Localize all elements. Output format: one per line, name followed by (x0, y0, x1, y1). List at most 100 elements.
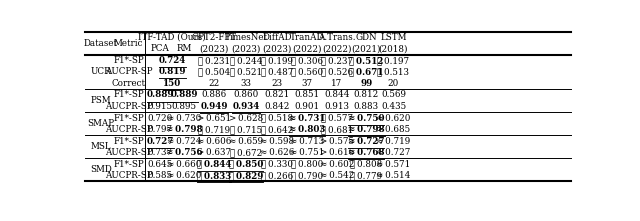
Text: LSTM: LSTM (380, 33, 407, 42)
Text: ≫ 0.244: ≫ 0.244 (230, 56, 262, 65)
Text: ≈ 0.730: ≈ 0.730 (167, 114, 202, 122)
Text: ITF-TAD (Ours): ITF-TAD (Ours) (138, 33, 206, 42)
Text: GDN: GDN (355, 33, 377, 42)
Text: ≈ 0.731: ≈ 0.731 (289, 114, 325, 122)
Text: ≫ 0.521: ≫ 0.521 (230, 67, 262, 76)
Text: A.Trans.: A.Trans. (318, 33, 356, 42)
Text: Metric: Metric (114, 39, 143, 48)
Text: 0.645: 0.645 (148, 160, 173, 169)
Text: ≪ 0.808: ≪ 0.808 (350, 160, 382, 169)
Text: ≈ 0.626: ≈ 0.626 (260, 148, 294, 157)
Text: 0.851: 0.851 (294, 90, 320, 99)
Text: > 0.685: > 0.685 (376, 125, 410, 134)
Text: ≈ 0.724: ≈ 0.724 (167, 137, 202, 146)
Text: ≈ 0.514: ≈ 0.514 (376, 171, 411, 180)
Text: 0.883: 0.883 (354, 102, 379, 111)
Text: ≫ 0.197: ≫ 0.197 (378, 56, 410, 65)
Text: 0.737: 0.737 (148, 148, 173, 157)
Text: > 0.575: > 0.575 (320, 137, 354, 146)
Text: > 0.651: > 0.651 (197, 114, 231, 122)
Text: ≫ 0.237: ≫ 0.237 (321, 56, 353, 65)
Text: ≈ 0.798: ≈ 0.798 (348, 125, 385, 134)
Text: AUCPR-SP: AUCPR-SP (105, 102, 152, 111)
Text: 0.915: 0.915 (148, 102, 173, 111)
Text: F1*-SP: F1*-SP (113, 137, 144, 146)
Text: 20: 20 (388, 79, 399, 88)
Text: ≫ 0.577: ≫ 0.577 (321, 114, 353, 122)
Text: F1*-SP: F1*-SP (113, 56, 144, 65)
Text: Dataset: Dataset (84, 39, 118, 48)
Text: RM: RM (177, 44, 192, 53)
Text: ≫ 0.199: ≫ 0.199 (261, 56, 293, 65)
Text: ≫ 0.504: ≫ 0.504 (198, 67, 230, 76)
Text: > 0.616: > 0.616 (320, 148, 354, 157)
Text: 0.812: 0.812 (353, 90, 379, 99)
Text: ≫ 0.518: ≫ 0.518 (261, 114, 294, 122)
Text: ≈ 0.542: ≈ 0.542 (320, 171, 354, 180)
Text: 17: 17 (332, 79, 342, 88)
Text: 33: 33 (241, 79, 252, 88)
Text: ≫ 0.487: ≫ 0.487 (261, 67, 294, 76)
Text: ≈ 0.727: ≈ 0.727 (376, 148, 411, 157)
Text: (2018): (2018) (379, 44, 408, 53)
Text: ≫ 0.266: ≫ 0.266 (261, 171, 294, 180)
Text: (2022): (2022) (292, 44, 322, 53)
Text: 22: 22 (208, 79, 220, 88)
Text: F1*-SP: F1*-SP (113, 90, 144, 99)
Text: 0.886: 0.886 (202, 90, 227, 99)
Text: ≈ 0.606: ≈ 0.606 (196, 137, 231, 146)
Text: (2023): (2023) (232, 44, 261, 53)
Text: AUCPR-SP: AUCPR-SP (105, 125, 152, 134)
Text: (2021): (2021) (351, 44, 381, 53)
Text: ≫ 0.526: ≫ 0.526 (321, 67, 353, 76)
Text: ≫ 0.681: ≫ 0.681 (321, 125, 353, 134)
Text: ≫ 0.306: ≫ 0.306 (291, 56, 323, 65)
Text: 0.949: 0.949 (200, 102, 228, 111)
Text: ≪ 0.844: ≪ 0.844 (196, 160, 231, 169)
Text: 0.435: 0.435 (381, 102, 406, 111)
Text: (2022): (2022) (322, 44, 351, 53)
Text: ≈ 0.713: ≈ 0.713 (290, 137, 324, 146)
Text: ≫ 0.671: ≫ 0.671 (349, 67, 383, 76)
Text: ≫ 0.560: ≫ 0.560 (291, 67, 323, 76)
Text: (2023): (2023) (263, 44, 292, 53)
Text: 150: 150 (163, 79, 181, 88)
Text: 0.895: 0.895 (172, 102, 196, 111)
Text: Correct: Correct (111, 79, 146, 88)
Text: PCA: PCA (151, 44, 170, 53)
Text: ≫ 0.642: ≫ 0.642 (261, 125, 294, 134)
Text: ≪ 0.779: ≪ 0.779 (350, 171, 382, 180)
Text: TimesNet: TimesNet (225, 33, 268, 42)
Text: ≫ 0.715: ≫ 0.715 (230, 125, 262, 134)
Text: 0.585: 0.585 (148, 171, 173, 180)
Text: SMAP: SMAP (87, 119, 115, 128)
Text: 0.724: 0.724 (159, 56, 186, 65)
Text: ≈ 0.620: ≈ 0.620 (376, 114, 411, 122)
Text: 37: 37 (301, 79, 313, 88)
Text: 0.819: 0.819 (159, 67, 186, 76)
Text: ≈ 0.727: ≈ 0.727 (348, 137, 385, 146)
Text: ≈ 0.756: ≈ 0.756 (166, 148, 202, 157)
Text: 99: 99 (360, 79, 372, 88)
Text: ≫ 0.719: ≫ 0.719 (198, 125, 230, 134)
Text: ≪ 0.790: ≪ 0.790 (291, 171, 323, 180)
Text: ≈ 0.798: ≈ 0.798 (166, 125, 202, 134)
Text: ≪ 0.829: ≪ 0.829 (229, 171, 263, 180)
Text: 0.569: 0.569 (381, 90, 406, 99)
Text: ≈ 0.598: ≈ 0.598 (260, 137, 294, 146)
Text: (2023): (2023) (199, 44, 228, 53)
Text: 0.901: 0.901 (294, 102, 320, 111)
Text: GPT2-FPT: GPT2-FPT (191, 33, 236, 42)
Text: > 0.637: > 0.637 (197, 148, 231, 157)
Text: ≈ 0.768: ≈ 0.768 (348, 148, 385, 157)
Text: 0.860: 0.860 (234, 90, 259, 99)
Text: AUCPR-SP: AUCPR-SP (105, 148, 152, 157)
Text: ≈ 0.751: ≈ 0.751 (290, 148, 324, 157)
Text: DiffAD: DiffAD (262, 33, 292, 42)
Text: 0.797: 0.797 (148, 125, 173, 134)
Text: ≫ 0.513: ≫ 0.513 (378, 67, 410, 76)
Text: ≈ 0.660: ≈ 0.660 (167, 160, 202, 169)
Text: 0.821: 0.821 (265, 90, 290, 99)
Text: ≪ 0.833: ≪ 0.833 (196, 171, 231, 180)
Text: ≫ 0.512: ≫ 0.512 (349, 56, 383, 65)
